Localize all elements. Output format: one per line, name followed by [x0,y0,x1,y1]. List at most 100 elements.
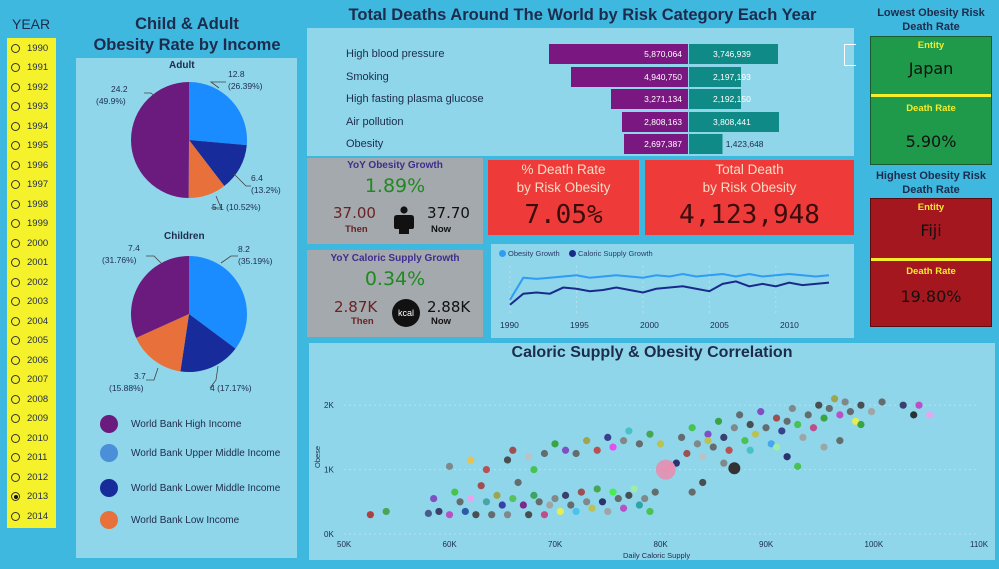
scatter-point-6[interactable] [451,488,459,496]
year-option-1995[interactable]: 1995 [11,138,57,154]
scatter-point-117[interactable] [820,443,828,451]
radio-2000[interactable] [11,238,20,248]
scatter-point-88[interactable] [788,404,796,413]
scatter-point-9[interactable] [467,494,475,503]
scatter-point-106[interactable] [915,401,923,409]
radio-1993[interactable] [11,102,20,111]
scatter-point-53[interactable] [551,440,559,448]
scatter-point-115[interactable] [746,446,754,454]
scatter-point-45[interactable] [445,462,454,470]
radio-2014[interactable] [11,511,20,521]
scatter-point-71[interactable] [699,453,707,461]
year-option-2014[interactable]: 2014 [11,508,57,524]
scatter-point-44[interactable] [651,488,659,496]
scatter-point-68[interactable] [683,449,691,458]
scatter-point-2[interactable] [424,509,432,517]
children-slice-0[interactable] [131,256,189,338]
scatter-point-16[interactable] [503,511,512,519]
radio-2011[interactable] [11,453,20,462]
year-option-2000[interactable]: 2000 [11,235,57,251]
scatter-point-73[interactable] [709,443,717,451]
scatter-point-91[interactable] [804,411,812,419]
scatter-point-47[interactable] [482,466,491,474]
year-option-1997[interactable]: 1997 [11,177,57,193]
scatter-point-83[interactable] [762,424,770,432]
radio-2008[interactable] [11,394,20,404]
radio-1999[interactable] [11,219,20,228]
scatter-point-7[interactable] [456,498,464,506]
scatter-point-37[interactable] [614,494,622,503]
scatter-point-24[interactable] [546,501,554,509]
scatter-point-72[interactable] [704,430,712,438]
scatter-point-59[interactable] [609,443,617,451]
scatter-point-95[interactable] [825,404,833,413]
scatter-point-54[interactable] [561,446,570,454]
scatter-point-92[interactable] [809,424,818,432]
scatter-point-31[interactable] [583,498,591,506]
scatter-point-43[interactable] [646,507,654,516]
radio-2009[interactable] [11,414,20,423]
scatter-point-94[interactable] [820,414,828,422]
scatter-point-4[interactable] [435,507,443,516]
bar-teal-4[interactable]: 1,423,648 [689,134,809,155]
children-slice-2[interactable] [180,314,236,373]
scatter-point-15[interactable] [498,501,506,509]
scatter-point-81[interactable] [751,430,760,438]
scatter-point-60[interactable] [619,437,628,445]
radio-2004[interactable] [11,316,20,326]
bar-purple-1[interactable]: 4,940,750 [571,66,688,87]
scatter-point-104[interactable] [899,401,907,409]
scatter-point-33[interactable] [593,485,601,493]
scatter-point-35[interactable] [604,507,612,516]
scatter-point-17[interactable] [509,494,517,503]
scatter-point-105[interactable] [910,411,918,419]
scatter-point-112[interactable] [704,437,712,445]
scatter-point-46[interactable] [467,456,475,464]
radio-2007[interactable] [11,375,20,384]
bar-purple-0[interactable]: 5,870,064 [549,44,688,64]
scatter-point-80[interactable] [746,420,754,429]
children-slice-3[interactable] [136,314,189,372]
year-option-2004[interactable]: 2004 [11,313,57,329]
scatter-point-74[interactable] [714,417,723,425]
year-option-1998[interactable]: 1998 [11,196,57,212]
scatter-point-111[interactable] [699,478,707,487]
scatter-point-13[interactable] [488,511,496,519]
scatter-point-39[interactable] [625,491,633,499]
year-option-2007[interactable]: 2007 [11,372,57,388]
scatter-point-52[interactable] [540,449,549,458]
adult-slice-0[interactable] [131,82,189,198]
scatter-point-61[interactable] [625,427,633,435]
scatter-point-58[interactable] [604,433,612,441]
scatter-point-97[interactable] [836,411,844,419]
scatter-point-57[interactable] [593,446,601,454]
radio-1994[interactable] [11,121,20,131]
scatter-point-109[interactable] [772,443,781,451]
scatter-point-10[interactable] [472,511,480,519]
scatter-point-118[interactable] [836,437,844,445]
scatter-point-28[interactable] [567,501,575,509]
scatter-point-119[interactable] [857,420,865,429]
scatter-point-108[interactable] [794,462,802,470]
radio-2002[interactable] [11,277,20,287]
year-option-2012[interactable]: 2012 [11,469,57,485]
scatter-point-67[interactable] [678,433,686,441]
scatter-point-84[interactable] [767,440,775,448]
scatter-point-82[interactable] [757,408,765,416]
scatter-point-62[interactable] [635,440,643,448]
scatter-point-27[interactable] [561,491,570,499]
scatter-point-103[interactable] [878,398,886,406]
scatter-point-116[interactable] [783,453,791,461]
bar-purple-4[interactable]: 2,697,387 [624,134,688,155]
scatter-point-90[interactable] [799,433,807,441]
radio-2001[interactable] [11,258,20,267]
scatter-point-5[interactable] [445,511,454,519]
bar-teal-3[interactable]: 3,808,441 [689,111,780,132]
bar-purple-3[interactable]: 2,808,163 [621,111,688,132]
scatter-point-101[interactable] [857,401,865,409]
scatter-point-18[interactable] [514,478,522,487]
scatter-point-79[interactable] [741,437,749,445]
radio-2003[interactable] [11,297,20,306]
radio-1990[interactable] [11,43,20,53]
scatter-point-22[interactable] [535,498,543,506]
